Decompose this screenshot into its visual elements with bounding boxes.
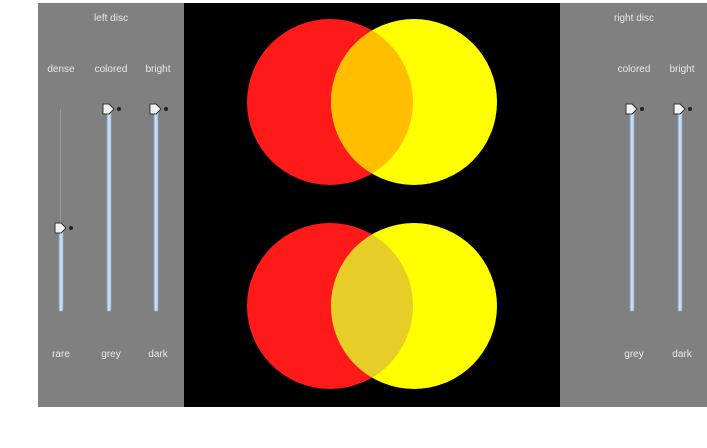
top-overlap xyxy=(331,19,413,185)
slider-fill xyxy=(59,228,63,311)
left-disc-panel: left disc dense colored bright rare grey… xyxy=(38,3,184,407)
dark-label: dark xyxy=(672,349,692,360)
slider-thumb-dot xyxy=(164,107,168,111)
disc-drawing xyxy=(247,19,497,389)
slider-thumb-dot xyxy=(69,226,73,231)
grey-label: grey xyxy=(624,349,644,360)
slider-thumb[interactable] xyxy=(625,103,639,115)
slider-thumb-dot xyxy=(640,107,644,111)
slider-track[interactable] xyxy=(678,109,682,311)
slider-thumb[interactable] xyxy=(149,103,163,115)
slider-thumb[interactable] xyxy=(673,103,687,115)
disc-canvas xyxy=(184,3,560,407)
rare-label: rare xyxy=(52,349,70,360)
right-disc-title: right disc xyxy=(613,13,655,24)
bright-label: bright xyxy=(669,64,695,75)
slider-track[interactable] xyxy=(154,109,158,311)
grey-label: grey xyxy=(101,349,121,360)
slider-thumb-dot xyxy=(688,107,692,111)
slider-thumb-dot xyxy=(117,107,121,111)
right-disc-panel: right disc colored bright grey dark xyxy=(560,3,707,407)
colored-label: colored xyxy=(617,64,651,75)
bright-label: bright xyxy=(145,64,171,75)
dense-label: dense xyxy=(47,64,75,75)
slider-thumb[interactable] xyxy=(102,103,116,115)
disc-mixer-window: left disc dense colored bright rare grey… xyxy=(38,3,707,407)
slider-thumb[interactable] xyxy=(54,222,68,234)
slider-track[interactable] xyxy=(107,109,111,311)
dark-label: dark xyxy=(148,349,168,360)
bottom-overlap xyxy=(331,223,413,389)
slider-track[interactable] xyxy=(630,109,634,311)
colored-label: colored xyxy=(94,64,128,75)
left-disc-title: left disc xyxy=(94,13,128,24)
slider-track[interactable] xyxy=(59,109,63,311)
